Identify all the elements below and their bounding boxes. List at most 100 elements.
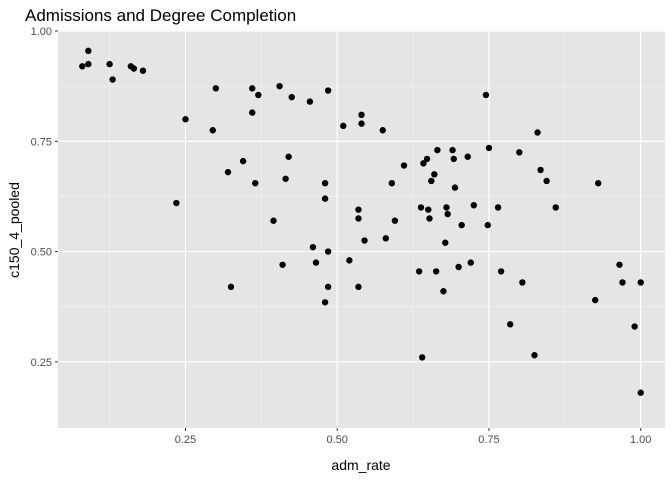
data-point [224, 168, 232, 176]
data-point [432, 268, 440, 275]
data-point [109, 76, 116, 83]
y-tick-label: 0.75 [31, 136, 52, 148]
data-point [227, 283, 235, 291]
data-point [309, 243, 317, 251]
data-point [552, 204, 559, 211]
data-point [321, 179, 329, 187]
data-point [276, 82, 283, 90]
data-point [485, 144, 493, 152]
data-point [285, 153, 292, 160]
x-tick-label: 0.25 [175, 434, 196, 446]
y-tick-label: 0.25 [31, 357, 52, 369]
data-point [442, 239, 449, 246]
data-point [419, 354, 426, 361]
data-point [346, 257, 353, 264]
data-point [355, 206, 362, 213]
data-point [443, 204, 450, 211]
data-point [531, 352, 538, 359]
data-point [249, 85, 256, 92]
data-point [388, 179, 396, 187]
data-point [537, 166, 544, 174]
data-point [321, 299, 329, 306]
data-point [482, 91, 490, 99]
data-point [79, 63, 86, 70]
data-point [426, 215, 433, 222]
major-gridlines [58, 30, 665, 428]
data-point [470, 202, 477, 209]
data-point [619, 279, 626, 286]
data-point [595, 179, 602, 187]
data-point [361, 237, 368, 244]
data-point [85, 47, 92, 55]
y-tick-label: 1.00 [31, 26, 52, 38]
data-point [467, 259, 474, 266]
data-point [616, 261, 623, 268]
data-point [449, 146, 456, 154]
x-axis-title: adm_rate [331, 457, 390, 473]
data-point [428, 177, 435, 185]
data-point [450, 155, 457, 163]
data-point [106, 60, 113, 68]
data-point [355, 215, 362, 222]
x-tick-label: 0.50 [327, 434, 348, 446]
data-point [543, 177, 550, 185]
data-point [306, 98, 314, 105]
data-point [516, 149, 523, 156]
data-point [431, 171, 438, 178]
data-point [379, 127, 386, 134]
y-tick-label: 0.50 [31, 247, 52, 259]
data-points [79, 47, 644, 396]
data-point [239, 157, 247, 165]
x-tick-label: 0.75 [478, 434, 499, 446]
data-point [464, 153, 471, 160]
x-axis-ticks: 0.25 0.50 0.75 1.00 [175, 428, 651, 446]
data-point [417, 204, 425, 211]
x-tick-label: 1.00 [630, 434, 651, 446]
data-point [415, 268, 423, 275]
data-point [637, 389, 644, 396]
data-point [358, 111, 365, 119]
data-point [534, 129, 541, 136]
data-point [324, 87, 332, 94]
data-point [391, 217, 399, 224]
data-point [458, 221, 465, 229]
y-axis-title: c150_4_pooled [6, 182, 22, 278]
data-point [212, 85, 220, 92]
data-point [252, 179, 259, 187]
data-point [209, 127, 216, 134]
data-point [400, 162, 408, 169]
data-point [440, 288, 447, 295]
y-axis-ticks: 0.25 0.50 0.75 1.00 [31, 26, 58, 369]
data-point [519, 279, 526, 286]
data-point [288, 93, 295, 101]
data-point [358, 120, 365, 127]
data-point [494, 204, 502, 211]
data-point [321, 195, 329, 202]
data-point [340, 122, 347, 130]
data-point [182, 116, 189, 123]
data-point [130, 65, 138, 72]
data-point [249, 109, 256, 116]
data-point [423, 155, 431, 163]
data-point [484, 221, 491, 229]
data-point [425, 206, 432, 213]
data-point [444, 210, 451, 218]
data-point [324, 283, 332, 291]
chart-title: Admissions and Degree Completion [25, 6, 296, 25]
data-point [420, 160, 427, 167]
data-point [507, 321, 514, 328]
data-point [637, 279, 644, 286]
data-point [455, 263, 462, 271]
data-point [497, 268, 505, 275]
data-point [451, 184, 459, 191]
data-point [631, 323, 638, 330]
data-point [434, 146, 441, 154]
plot-panel [58, 31, 665, 428]
data-point [324, 248, 332, 255]
data-point [255, 91, 262, 99]
data-point [312, 259, 320, 266]
data-point [282, 175, 289, 182]
data-point [139, 67, 147, 74]
data-point [279, 261, 286, 268]
